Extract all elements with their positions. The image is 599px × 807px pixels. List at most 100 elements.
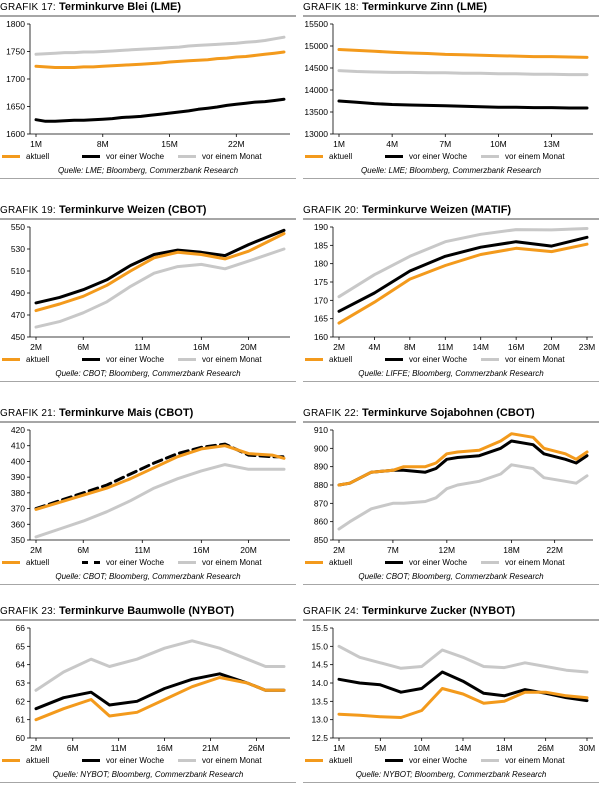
chart-title: GRAFIK 17: Terminkurve Blei (LME) — [0, 0, 296, 15]
bottom-rule — [303, 584, 599, 585]
chart-title: GRAFIK 23: Terminkurve Baumwolle (NYBOT) — [0, 604, 296, 619]
series-line-vor-einer-woche — [34, 228, 286, 305]
y-tick-label: 61 — [16, 715, 26, 725]
series-line-aktuell — [34, 50, 286, 69]
x-tick-label: 7M — [387, 545, 399, 555]
chart-number: GRAFIK 19: — [0, 205, 56, 216]
x-tick-label: 22M — [546, 545, 563, 555]
legend-item: vor einer Woche — [385, 152, 467, 161]
x-tick-label: 14M — [455, 743, 472, 753]
y-tick-label: 13.5 — [311, 696, 328, 706]
legend-item: aktuell — [2, 756, 49, 765]
legend-swatch — [481, 155, 499, 158]
chart-legend: aktuell vor einer Woche vor einem Monat — [0, 558, 296, 570]
line-chart: 350 360 370 380 390 400 410 420 2M 6M 11M 16M 20M — [11, 425, 290, 555]
chart-title: GRAFIK 20: Terminkurve Weizen (MATIF) — [303, 203, 599, 218]
chart-title: GRAFIK 21: Terminkurve Mais (CBOT) — [0, 406, 296, 421]
chart-title: GRAFIK 19: Terminkurve Weizen (CBOT) — [0, 203, 296, 218]
y-tick-label: 880 — [314, 480, 328, 490]
y-tick-label: 390 — [11, 472, 25, 482]
y-tick-label: 850 — [314, 535, 328, 545]
x-tick-label: 16M — [193, 545, 210, 555]
y-tick-label: 890 — [314, 462, 328, 472]
legend-label: aktuell — [329, 152, 353, 161]
legend-item: vor einem Monat — [481, 756, 565, 765]
chart-number: GRAFIK 22: — [303, 408, 359, 419]
chart-source: Quelle: LIFFE; Bloomberg, Commerzbank Re… — [358, 369, 544, 378]
legend-item: vor einem Monat — [178, 558, 262, 567]
y-tick-label: 15000 — [304, 41, 328, 51]
y-tick-label: 860 — [314, 517, 328, 527]
x-tick-label: 30M — [579, 743, 596, 753]
legend-label: aktuell — [329, 355, 353, 364]
legend-label: vor einer Woche — [106, 756, 165, 765]
legend-item: vor einem Monat — [178, 152, 262, 161]
chart-number: GRAFIK 18: — [303, 2, 359, 13]
chart-source: Quelle: CBOT; Bloomberg, Commerzbank Res… — [358, 572, 544, 581]
legend-item: aktuell — [305, 558, 352, 567]
x-tick-label: 2M — [30, 743, 42, 753]
y-tick-label: 62 — [16, 696, 26, 706]
y-tick-label: 64 — [16, 660, 26, 670]
chart-title-text: Terminkurve Sojabohnen (CBOT) — [361, 407, 535, 419]
legend-label: vor einer Woche — [409, 355, 468, 364]
line-chart: 450 470 490 510 530 550 2M 6M 11M 16M 20M — [11, 222, 290, 352]
chart-panel: GRAFIK 22: Terminkurve Sojabohnen (CBOT)… — [303, 406, 599, 606]
x-tick-label: 1M — [30, 139, 42, 149]
series-line-vor-einer-woche — [337, 235, 589, 313]
legend-item: aktuell — [305, 355, 352, 364]
legend-label: vor einer Woche — [409, 152, 468, 161]
y-tick-label: 870 — [314, 498, 328, 508]
y-tick-label: 165 — [314, 314, 328, 324]
y-tick-label: 350 — [11, 535, 25, 545]
line-chart: 12.5 13.0 13.5 14.0 14.5 15.0 15.5 1M 5M 10M 14M 18… — [311, 623, 596, 753]
y-tick-label: 175 — [314, 277, 328, 287]
y-tick-label: 370 — [11, 504, 25, 514]
y-tick-label: 1750 — [6, 47, 25, 57]
y-tick-label: 185 — [314, 240, 328, 250]
chart-title-text: Terminkurve Weizen (MATIF) — [361, 204, 512, 216]
chart-panel: GRAFIK 24: Terminkurve Zucker (NYBOT) 12.… — [303, 604, 599, 804]
y-tick-label: 420 — [11, 425, 25, 435]
legend-swatch — [305, 155, 323, 158]
chart-title-text: Terminkurve Zinn (LME) — [361, 1, 488, 13]
x-tick-label: 11M — [111, 743, 127, 753]
y-tick-label: 13500 — [304, 107, 328, 117]
line-chart: 1600 1650 1700 1750 1800 1M 8M 15M 22M — [6, 19, 290, 149]
y-tick-label: 14.5 — [311, 660, 328, 670]
y-tick-label: 14.0 — [311, 678, 328, 688]
chart-panel: GRAFIK 23: Terminkurve Baumwolle (NYBOT)… — [0, 604, 296, 804]
legend-label: aktuell — [26, 152, 50, 161]
chart-number: GRAFIK 23: — [0, 606, 56, 617]
x-tick-label: 16M — [193, 342, 210, 352]
series-line-aktuell — [337, 432, 589, 487]
legend-label: aktuell — [26, 355, 50, 364]
series-line-vor-einer-woche — [34, 97, 286, 123]
legend-swatch — [2, 759, 20, 762]
legend-label: vor einer Woche — [106, 355, 165, 364]
series-line-aktuell — [337, 687, 589, 719]
chart-legend: aktuell vor einer Woche vor einem Monat — [303, 756, 599, 768]
legend-swatch — [305, 759, 323, 762]
legend-swatch — [385, 561, 403, 564]
chart-source: Quelle: NYBOT; Bloomberg, Commerzbank Re… — [52, 770, 244, 779]
legend-label: vor einem Monat — [202, 355, 262, 364]
legend-label: vor einem Monat — [505, 152, 565, 161]
chart-panel: GRAFIK 21: Terminkurve Mais (CBOT) 350 360… — [0, 406, 296, 606]
chart-panel: GRAFIK 18: Terminkurve Zinn (LME) 13000 13… — [303, 0, 599, 200]
legend-item: vor einer Woche — [82, 355, 164, 364]
series-line-vor-einem-monat — [337, 644, 589, 674]
x-tick-label: 7M — [439, 139, 451, 149]
chart-title-text: Terminkurve Blei (LME) — [58, 1, 182, 13]
y-tick-label: 14500 — [304, 63, 328, 73]
series-line-vor-einem-monat — [34, 247, 286, 329]
legend-item: aktuell — [305, 152, 352, 161]
legend-swatch — [481, 561, 499, 564]
y-tick-label: 190 — [314, 222, 328, 232]
series-line-vor-einem-monat — [337, 69, 589, 77]
chart-title-text: Terminkurve Mais (CBOT) — [58, 407, 194, 419]
chart-legend: aktuell vor einer Woche vor einem Monat — [303, 558, 599, 570]
chart-legend: aktuell vor einer Woche vor einem Monat — [0, 756, 296, 768]
line-chart: 850 860 870 880 890 900 910 2M 7M 12M 18M 22M — [314, 425, 593, 555]
bottom-rule — [303, 782, 599, 783]
